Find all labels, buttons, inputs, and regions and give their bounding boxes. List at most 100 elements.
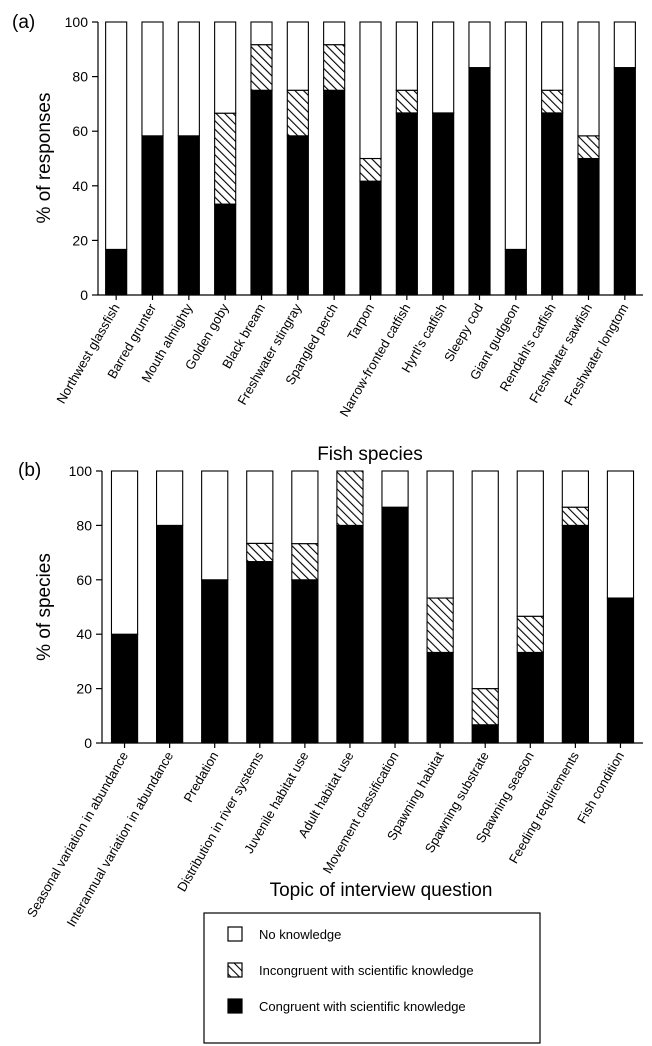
chart-b-y-tick-labels: 0 20 40 60 80 100 <box>69 463 93 751</box>
chart-a-bar-no-knowledge-giant-gudgeon <box>504 21 527 250</box>
chart-b-bar-no-knowledge-interannual-variation-in-abundance <box>156 470 184 526</box>
chart-b-bar-congruent-interannual-variation-in-abundance <box>156 524 184 744</box>
chart-a-bar-congruent-black-bream <box>250 89 273 296</box>
chart-b-bar-congruent-feeding-requirements <box>561 524 589 744</box>
chart-b-y-axis-title: % of species <box>34 553 55 661</box>
chart-a-bar-no-knowledge-mouth-almighty <box>177 21 200 137</box>
chart-a-category-label-northwest-glassfish: Northwest glassfish <box>53 301 122 406</box>
chart-b-bar-congruent-spawning-habitat <box>426 651 454 744</box>
legend-label-incongruent: Incongruent with scientific knowledge <box>259 963 474 978</box>
chart-a-category-label-tarpon: Tarpon <box>344 301 377 343</box>
chart-b-y-tick-label: 60 <box>76 572 92 588</box>
chart-b-bar-congruent-predation <box>201 579 229 744</box>
chart-a-category-label-freshwater-longtom: Freshwater longtom <box>561 301 631 408</box>
chart-a-bar-incongruent-freshwater-stingray <box>286 89 309 137</box>
chart-a-bar-congruent-freshwater-sawfish <box>577 157 600 296</box>
chart-a-bar-no-knowledge-golden-goby <box>214 21 237 114</box>
chart-b-bar-no-knowledge-juvenile-habitat-use <box>291 470 319 545</box>
chart-a-bar-no-knowledge-black-bream <box>250 21 273 46</box>
chart-b-y-tick-label: 80 <box>76 517 92 533</box>
chart-a-bar-incongruent-rendahl-s-catfish <box>541 89 564 114</box>
chart-a-bar-congruent-narrow-fronted-catfish <box>395 112 418 296</box>
chart-b-category-labels: Seasonal variation in abundanceInterannu… <box>24 749 627 930</box>
chart-a-bars <box>105 21 636 296</box>
chart-a-bar-congruent-sleepy-cod <box>468 67 491 296</box>
chart-a-bar-no-knowledge-freshwater-stingray <box>286 21 309 91</box>
chart-a-bar-no-knowledge-hyrtl-s-catfish <box>432 21 455 114</box>
chart-b-y-tick-label: 20 <box>76 681 92 697</box>
chart-a-bar-congruent-freshwater-longtom <box>613 67 636 296</box>
chart-a-y-tick-label: 60 <box>72 123 88 139</box>
chart-a-bar-no-knowledge-freshwater-longtom <box>613 21 636 69</box>
legend-swatch-incongruent <box>227 962 243 978</box>
chart-a-y-tick-label: 100 <box>65 14 89 30</box>
chart-a-y-tick-label: 40 <box>72 178 88 194</box>
chart-a-bar-congruent-golden-goby <box>214 203 237 296</box>
chart-b-category-label-predation: Predation <box>180 749 221 805</box>
chart-b-axis-lines <box>96 470 643 748</box>
chart-b-category-label-distribution-in-river-systems: Distribution in river systems <box>174 749 267 895</box>
chart-b-bar-no-knowledge-seasonal-variation-in-abundance <box>110 470 139 635</box>
chart-a-bar-congruent-tarpon <box>359 180 382 296</box>
chart-b-bar-no-knowledge-spawning-habitat <box>426 470 454 599</box>
chart-b-bars <box>110 470 635 744</box>
chart-a-bar-incongruent-black-bream <box>250 44 273 91</box>
chart-a-bar-congruent-barred-grunter <box>141 135 164 296</box>
chart-b-category-label-fish-condition: Fish condition <box>574 749 627 826</box>
chart-a-bar-incongruent-freshwater-sawfish <box>577 135 600 160</box>
chart-a-bar-congruent-mouth-almighty <box>177 135 200 296</box>
chart-a-panel-label: (a) <box>12 12 35 33</box>
chart-b-bar-no-knowledge-predation <box>201 470 229 581</box>
chart-b-bar-congruent-spawning-substrate <box>471 724 499 744</box>
chart-b-y-tick-label: 100 <box>69 463 93 479</box>
chart-a-x-axis-title: Fish species <box>317 444 423 465</box>
chart-b-bar-no-knowledge-spawning-season <box>516 470 544 617</box>
chart-b-bar-no-knowledge-fish-condition <box>606 470 635 599</box>
chart-b-bar-congruent-movement-classification <box>381 506 409 744</box>
chart-b-bar-no-knowledge-feeding-requirements <box>561 470 589 508</box>
chart-a-bar-no-knowledge-narrow-fronted-catfish <box>395 21 418 91</box>
chart-b-bar-congruent-juvenile-habitat-use <box>291 579 319 744</box>
chart-b-bar-congruent-adult-habitat-use <box>336 524 364 744</box>
chart-a-bar-no-knowledge-northwest-glassfish <box>105 21 128 250</box>
chart-a-bar-incongruent-spangled-perch <box>323 44 346 91</box>
chart-b-bar-no-knowledge-spawning-substrate <box>471 470 499 690</box>
chart-a-bar-congruent-spangled-perch <box>323 89 346 296</box>
chart-a-bar-incongruent-golden-goby <box>214 112 237 205</box>
chart-a-y-tick-label: 20 <box>72 232 88 248</box>
chart-b-y-tick-label: 40 <box>76 626 92 642</box>
chart-b-bar-incongruent-feeding-requirements <box>561 506 589 526</box>
legend-label-no-knowledge: No knowledge <box>259 927 341 942</box>
chart-b-bar-incongruent-spawning-habitat <box>426 597 454 653</box>
chart-b-y-tick-label: 0 <box>84 735 92 751</box>
chart-b-bar-congruent-spawning-season <box>516 651 544 744</box>
chart-b-bar-incongruent-juvenile-habitat-use <box>291 543 319 581</box>
chart-b-bar-congruent-seasonal-variation-in-abundance <box>110 633 139 744</box>
legend-label-congruent: Congruent with scientific knowledge <box>259 999 466 1014</box>
chart-a-y-axis-title: % of responses <box>34 93 55 224</box>
chart-b-bar-incongruent-distribution-in-river-systems <box>246 542 274 563</box>
chart-b-bar-no-knowledge-movement-classification <box>381 470 409 508</box>
chart-a: (a) % of responses Fish species 0 20 40 60 8… <box>12 12 643 465</box>
legend-box <box>203 912 541 1044</box>
chart-b-x-axis-title: Topic of interview question <box>270 880 493 901</box>
chart-b-bar-congruent-distribution-in-river-systems <box>246 561 274 744</box>
chart-a-bar-no-knowledge-freshwater-sawfish <box>577 21 600 137</box>
chart-b-bar-congruent-fish-condition <box>606 597 635 744</box>
chart-a-bar-no-knowledge-barred-grunter <box>141 21 164 137</box>
legend-swatch-congruent <box>227 998 243 1014</box>
chart-a-bar-congruent-freshwater-stingray <box>286 135 309 296</box>
legend-swatch-no-knowledge <box>227 926 243 942</box>
chart-b-bar-incongruent-spawning-season <box>516 615 544 653</box>
chart-a-y-tick-label: 0 <box>80 287 88 303</box>
chart-b-bar-incongruent-spawning-substrate <box>471 688 499 726</box>
chart-a-y-tick-label: 80 <box>72 69 88 85</box>
chart-b-bar-incongruent-adult-habitat-use <box>336 470 364 526</box>
chart-a-bar-no-knowledge-rendahl-s-catfish <box>541 21 564 91</box>
chart-b-panel-label: (b) <box>18 460 41 481</box>
legend: No knowledge Incongruent with scientific… <box>203 912 541 1044</box>
chart-a-bar-incongruent-tarpon <box>359 157 382 182</box>
chart-a-bar-no-knowledge-sleepy-cod <box>468 21 491 69</box>
